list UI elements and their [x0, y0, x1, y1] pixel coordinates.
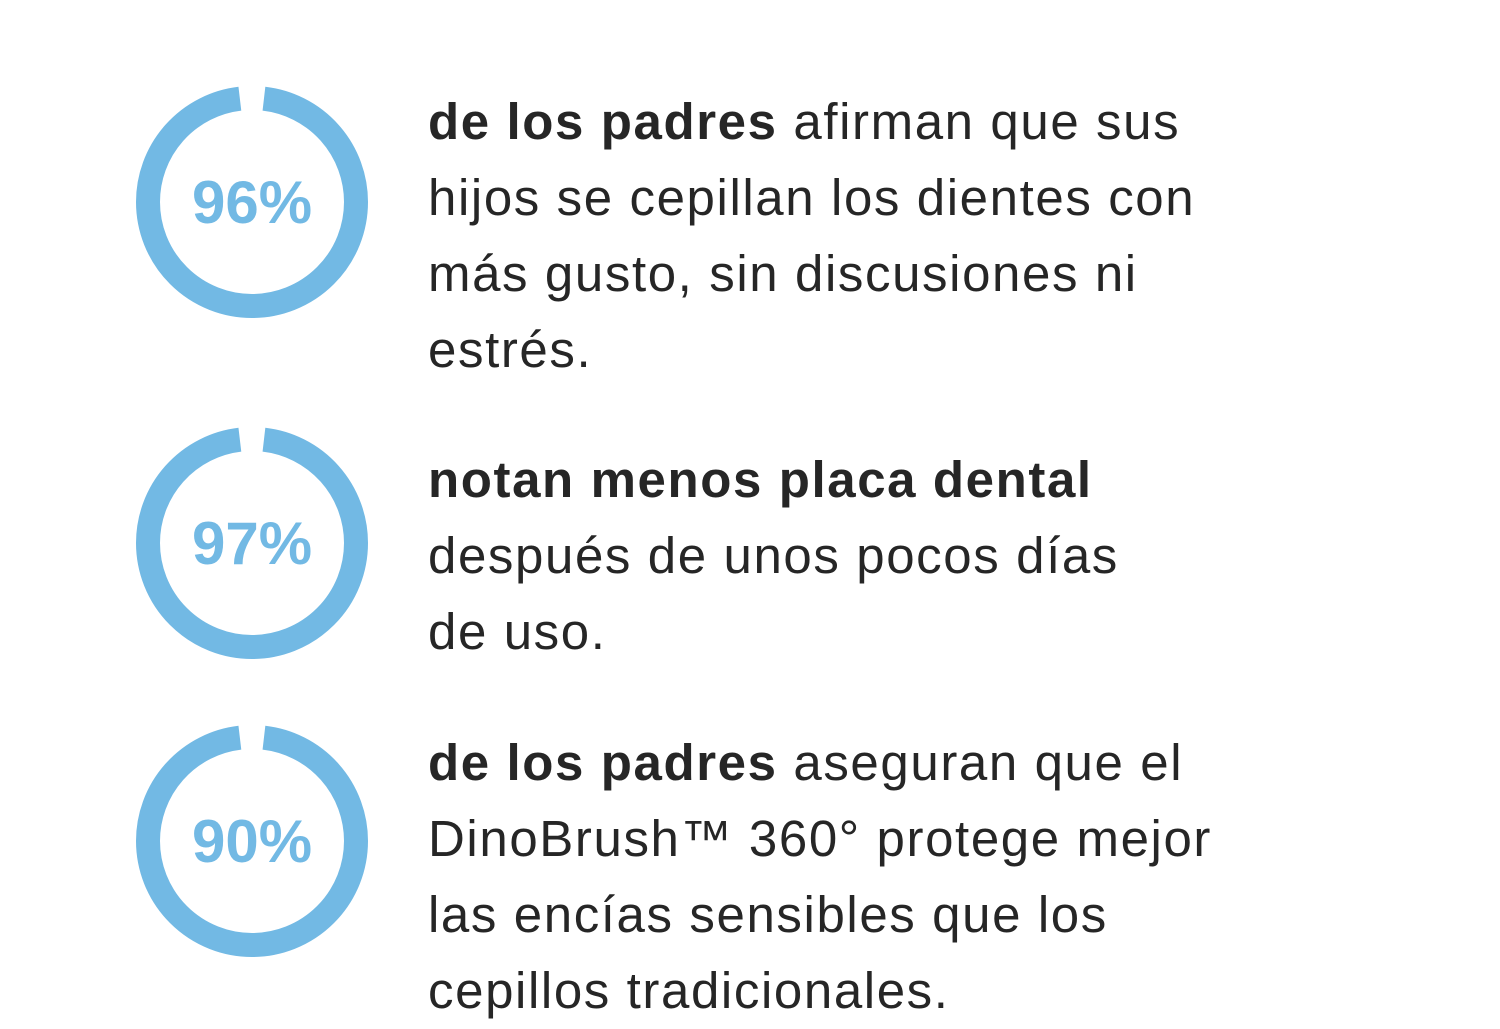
- text-line: notan menos placa dental: [428, 442, 1119, 518]
- percent-label: 90%: [191, 807, 313, 875]
- text: afirman que sus: [777, 93, 1181, 150]
- bold-text: de los padres: [428, 93, 778, 150]
- percent-ring: 90%: [135, 724, 369, 958]
- stat-description: de los padres aseguran que el DinoBrush™…: [428, 725, 1212, 1029]
- percent-ring: 97%: [135, 426, 369, 660]
- ring-graphic: [136, 86, 368, 318]
- text-line: después de unos pocos días: [428, 527, 1119, 584]
- text-line: de los padres aseguran que el: [428, 725, 1212, 801]
- text-line: más gusto, sin discusiones ni: [428, 245, 1138, 302]
- bold-text: de los padres: [428, 734, 778, 791]
- ring-graphic: [136, 427, 368, 659]
- percent-ring: 96%: [135, 85, 369, 319]
- percent-label: 97%: [191, 509, 313, 577]
- bold-text: notan menos placa dental: [428, 451, 1093, 508]
- text: aseguran que el: [777, 734, 1184, 791]
- text-line: de los padres afirman que sus: [428, 84, 1195, 160]
- text-line: hijos se cepillan los dientes con: [428, 169, 1196, 226]
- text-line: DinoBrush™ 360° protege mejor: [428, 810, 1213, 867]
- ring-graphic: [136, 725, 368, 957]
- percent-label: 96%: [191, 168, 313, 236]
- stat-description: de los padres afirman que sus hijos se c…: [428, 84, 1195, 388]
- stat-description: notan menos placa dental después de unos…: [428, 442, 1119, 670]
- text-line: de uso.: [428, 603, 607, 660]
- text-line: estrés.: [428, 321, 593, 378]
- text-line: cepillos tradicionales.: [428, 962, 950, 1019]
- text-line: las encías sensibles que los: [428, 886, 1108, 943]
